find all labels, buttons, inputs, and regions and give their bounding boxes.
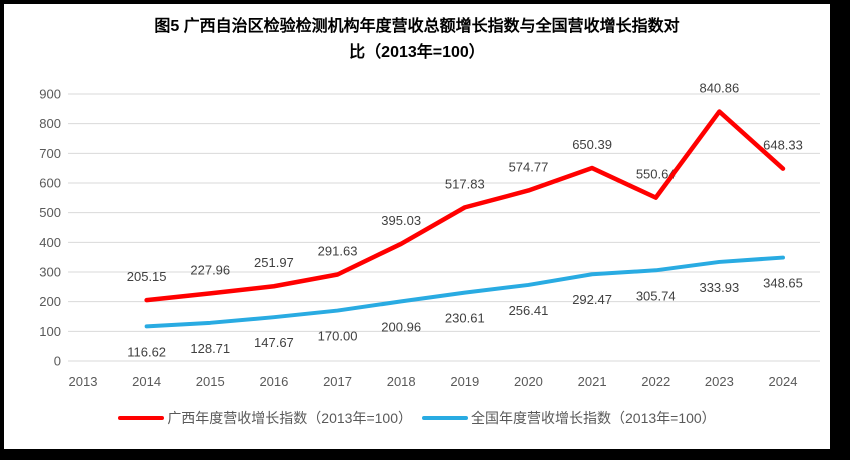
y-tick-label: 900 — [39, 87, 61, 102]
data-label: 395.03 — [381, 213, 421, 228]
data-label: 227.96 — [190, 262, 230, 277]
legend-swatch-icon — [422, 416, 468, 420]
x-tick-label: 2019 — [450, 374, 479, 389]
y-tick-label: 600 — [39, 176, 61, 191]
data-label: 128.71 — [190, 341, 230, 356]
data-label: 650.39 — [572, 137, 612, 152]
legend-swatch-icon — [118, 416, 165, 420]
chart-title: 图5 广西自治区检验检测机构年度营收总额增长指数与全国营收增长指数对 比（201… — [4, 14, 830, 66]
y-tick-label: 200 — [39, 294, 61, 309]
data-label: 291.63 — [318, 243, 358, 258]
x-tick-label: 2020 — [514, 374, 543, 389]
x-tick-label: 2013 — [69, 374, 98, 389]
line-chart-plot-area: 0 100 200 300 400 500 600 700 800 900 2013 2014 2015… — [39, 81, 820, 389]
chart-title-line1: 图5 广西自治区检验检测机构年度营收总额增长指数与全国营收增长指数对 — [154, 18, 680, 35]
data-label: 170.00 — [318, 329, 358, 344]
data-label: 292.47 — [572, 292, 612, 307]
legend-label: 广西年度营收增长指数（2013年=100） — [167, 410, 412, 426]
data-label: 251.97 — [254, 255, 294, 270]
data-label: 840.86 — [699, 81, 739, 96]
y-tick-label: 300 — [39, 265, 61, 280]
y-tick-label: 500 — [39, 205, 61, 220]
data-label: 256.41 — [509, 303, 549, 318]
data-label: 116.62 — [127, 344, 166, 359]
data-label: 348.65 — [763, 276, 803, 291]
y-tick-label: 700 — [39, 146, 61, 161]
data-label: 230.61 — [445, 311, 485, 326]
x-tick-label: 2015 — [196, 374, 225, 389]
series-line-national — [144, 255, 785, 329]
x-tick-label: 2017 — [323, 374, 352, 389]
data-label: 574.77 — [509, 159, 549, 174]
data-label: 147.67 — [254, 335, 294, 350]
chart-title-line2: 比（2013年=100） — [349, 44, 485, 61]
series-line-guangxi — [144, 109, 786, 303]
data-label: 550.64 — [636, 167, 676, 182]
data-label: 200.96 — [381, 319, 421, 334]
x-tick-label: 2022 — [641, 374, 670, 389]
chart-legend: 广西年度营收增长指数（2013年=100） 全国年度营收增长指数（2013年=10… — [4, 408, 830, 428]
x-tick-label: 2016 — [259, 374, 288, 389]
data-label: 648.33 — [763, 138, 803, 153]
y-tick-label: 100 — [39, 324, 61, 339]
data-label: 333.93 — [699, 280, 739, 295]
data-label: 305.74 — [636, 288, 676, 303]
chart-canvas: 图5 广西自治区检验检测机构年度营收总额增长指数与全国营收增长指数对 比（201… — [4, 4, 830, 449]
x-tick-label: 2024 — [769, 374, 798, 389]
y-tick-label: 0 — [54, 354, 61, 369]
y-tick-label: 400 — [39, 235, 61, 250]
x-tick-label: 2023 — [705, 374, 734, 389]
data-label: 517.83 — [445, 176, 485, 191]
data-label: 205.15 — [127, 269, 167, 284]
y-tick-label: 800 — [39, 116, 61, 131]
x-tick-label: 2018 — [387, 374, 416, 389]
x-tick-label: 2014 — [132, 374, 161, 389]
legend-item-guangxi: 广西年度营收增长指数（2013年=100） — [118, 408, 412, 428]
legend-label: 全国年度营收增长指数（2013年=100） — [471, 410, 716, 426]
x-tick-label: 2021 — [578, 374, 607, 389]
legend-item-national: 全国年度营收增长指数（2013年=100） — [422, 408, 716, 428]
